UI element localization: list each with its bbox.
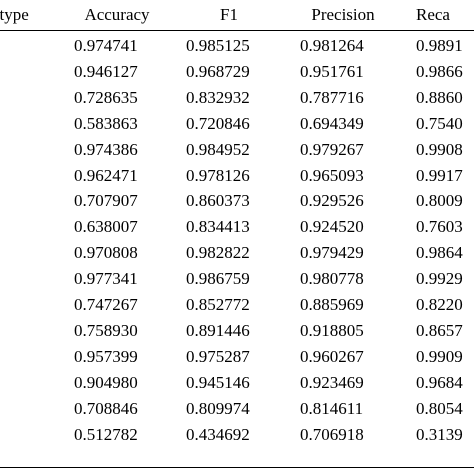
recall-cell: 0.9929 — [416, 269, 463, 288]
accuracy-cell: 0.977341 — [74, 269, 138, 288]
f1-cell: 0.968729 — [186, 62, 250, 81]
recall-cell: 0.9909 — [416, 347, 463, 366]
recall-cell: 0.7540 — [416, 114, 463, 133]
recall-cell: 0.8054 — [416, 399, 463, 418]
f1-cell: 0.720846 — [186, 114, 250, 133]
accuracy-cell: 0.974741 — [74, 36, 138, 55]
header-datatype: atype — [0, 5, 29, 24]
precision-cell: 0.885969 — [300, 295, 364, 314]
accuracy-cell: 0.708846 — [74, 399, 138, 418]
accuracy-cell: 0.728635 — [74, 88, 138, 107]
f1-cell: 0.986759 — [186, 269, 250, 288]
precision-cell: 0.979267 — [300, 140, 364, 159]
accuracy-cell: 0.638007 — [74, 217, 138, 236]
f1-cell: 0.434692 — [186, 425, 250, 444]
accuracy-cell: 0.946127 — [74, 62, 138, 81]
recall-cell: 0.9891 — [416, 36, 463, 55]
recall-cell: 0.9908 — [416, 140, 463, 159]
recall-cell: 0.8860 — [416, 88, 463, 107]
precision-cell: 0.960267 — [300, 347, 364, 366]
f1-cell: 0.975287 — [186, 347, 250, 366]
header-rule — [0, 30, 474, 31]
precision-cell: 0.694349 — [300, 114, 364, 133]
recall-cell: 0.9917 — [416, 166, 463, 185]
accuracy-cell: 0.904980 — [74, 373, 138, 392]
accuracy-cell: 0.957399 — [74, 347, 138, 366]
recall-cell: 0.8009 — [416, 191, 463, 210]
accuracy-cell: 0.707907 — [74, 191, 138, 210]
precision-cell: 0.980778 — [300, 269, 364, 288]
precision-cell: 0.923469 — [300, 373, 364, 392]
precision-cell: 0.787716 — [300, 88, 364, 107]
header-precision: Precision — [311, 5, 375, 24]
precision-cell: 0.918805 — [300, 321, 364, 340]
f1-cell: 0.982822 — [186, 243, 250, 262]
f1-cell: 0.852772 — [186, 295, 250, 314]
header-recall: Reca — [416, 5, 450, 24]
precision-cell: 0.981264 — [300, 36, 364, 55]
f1-cell: 0.984952 — [186, 140, 250, 159]
accuracy-cell: 0.970808 — [74, 243, 138, 262]
accuracy-cell: 0.512782 — [74, 425, 138, 444]
accuracy-cell: 0.962471 — [74, 166, 138, 185]
f1-cell: 0.891446 — [186, 321, 250, 340]
recall-cell: 0.8657 — [416, 321, 463, 340]
header-accuracy: Accuracy — [84, 5, 150, 24]
f1-cell: 0.809974 — [186, 399, 250, 418]
precision-cell: 0.979429 — [300, 243, 364, 262]
bottom-rule — [0, 467, 474, 468]
recall-cell: 0.3139 — [416, 425, 463, 444]
precision-cell: 0.965093 — [300, 166, 364, 185]
recall-cell: 0.9866 — [416, 62, 463, 81]
f1-cell: 0.860373 — [186, 191, 250, 210]
recall-cell: 0.9684 — [416, 373, 463, 392]
accuracy-cell: 0.758930 — [74, 321, 138, 340]
precision-cell: 0.924520 — [300, 217, 364, 236]
recall-cell: 0.9864 — [416, 243, 463, 262]
accuracy-cell: 0.583863 — [74, 114, 138, 133]
accuracy-cell: 0.747267 — [74, 295, 138, 314]
f1-cell: 0.834413 — [186, 217, 250, 236]
f1-cell: 0.985125 — [186, 36, 250, 55]
precision-cell: 0.706918 — [300, 425, 364, 444]
precision-cell: 0.814611 — [300, 399, 364, 418]
f1-cell: 0.832932 — [186, 88, 250, 107]
precision-cell: 0.951761 — [300, 62, 364, 81]
precision-cell: 0.929526 — [300, 191, 364, 210]
header-f1: F1 — [220, 5, 238, 24]
recall-cell: 0.7603 — [416, 217, 463, 236]
f1-cell: 0.945146 — [186, 373, 250, 392]
recall-cell: 0.8220 — [416, 295, 463, 314]
f1-cell: 0.978126 — [186, 166, 250, 185]
accuracy-cell: 0.974386 — [74, 140, 138, 159]
